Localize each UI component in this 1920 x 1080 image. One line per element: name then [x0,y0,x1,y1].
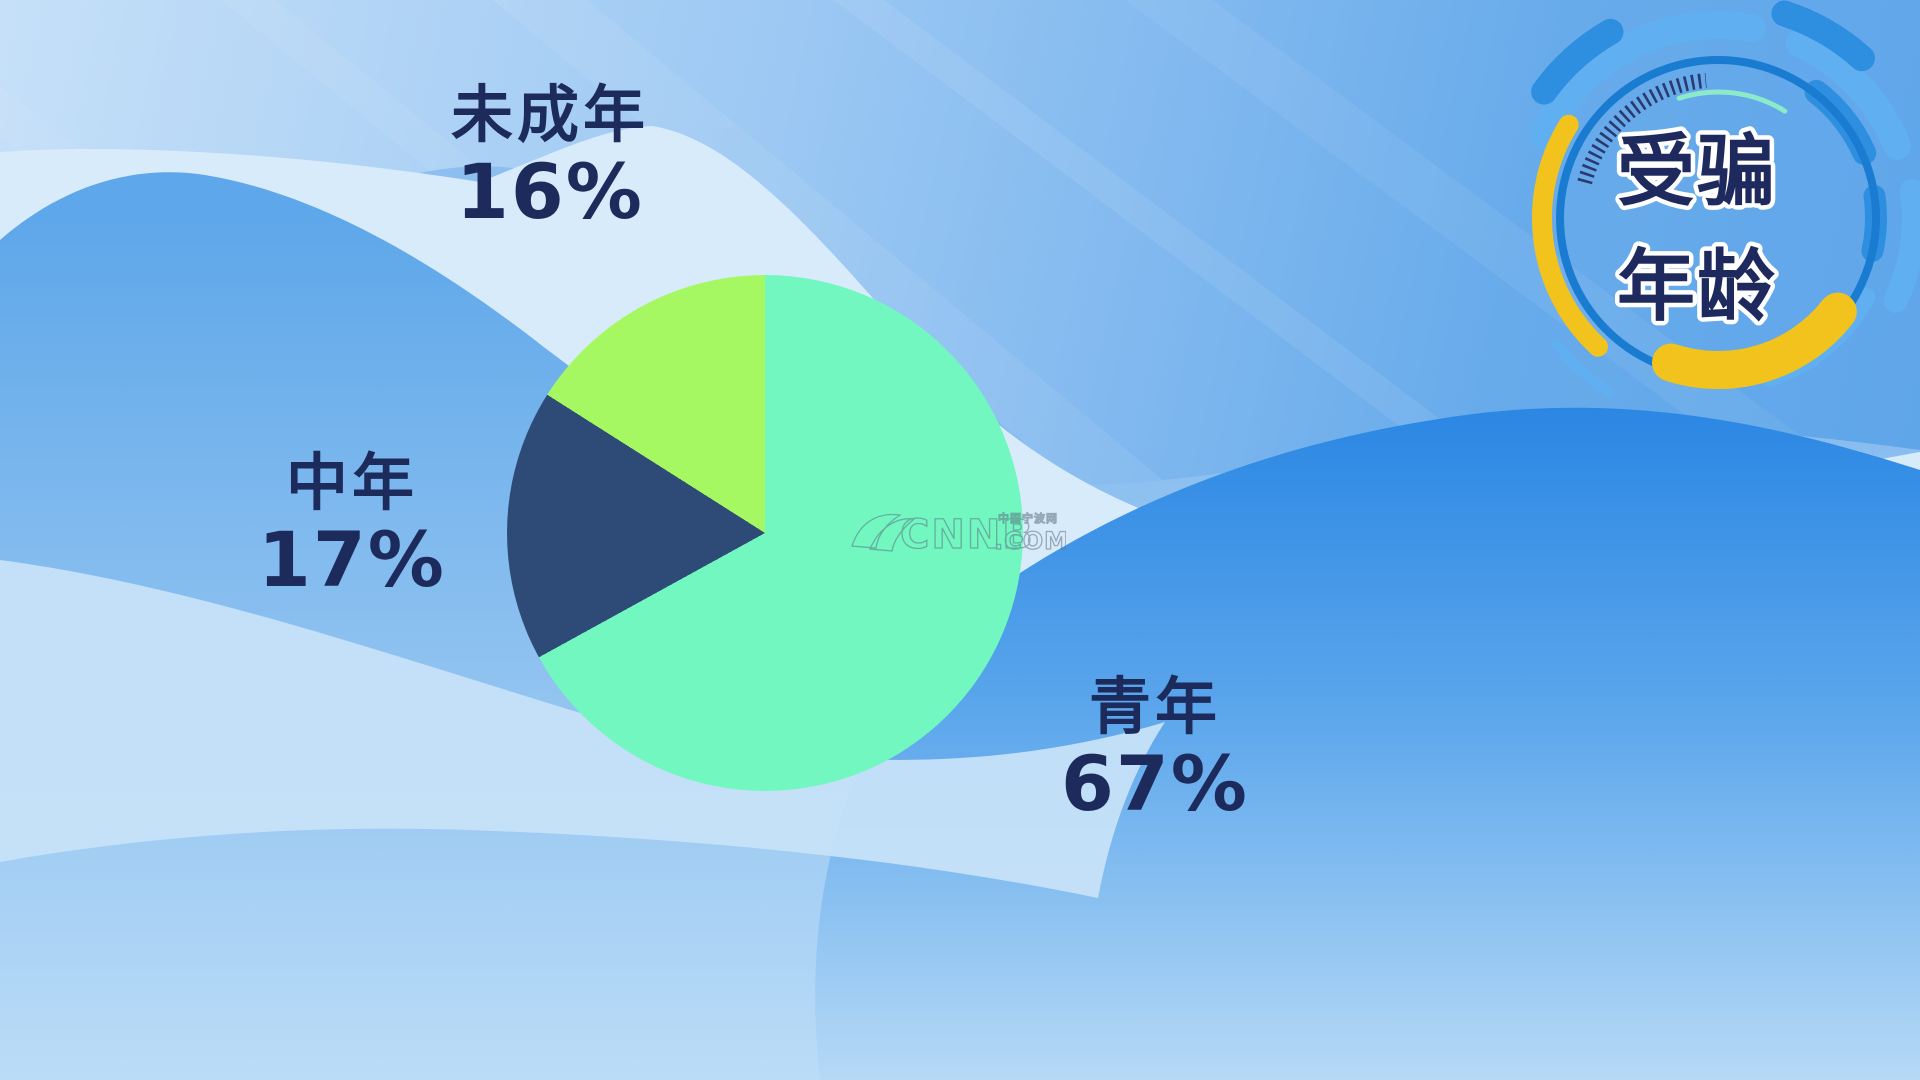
wave-top-diagonal [0,0,1920,486]
wave-bottom-left-band [0,560,1165,898]
watermark-text-suffix: .COM [994,527,1066,555]
badge-tick-marks-icon [1577,73,1707,185]
badge-mint-arc-icon [1676,89,1788,114]
badge-title-line1: 受骗 [1617,127,1777,217]
pie-label-qingnian-percent: 67% [1061,739,1249,828]
watermark-text-main: CNNB [900,512,1035,558]
pie-label-qingnian-name: 青年 [1088,670,1221,743]
watermark: CNNB 中国宁波网 .COM [851,510,1066,559]
pie-chart [507,275,1023,791]
pie-label-zhongnian: 中年 17% [222,448,482,602]
wave-deep-blue-right [815,407,1920,1080]
pie-label-weichengnian-percent: 16% [456,147,644,236]
wave-light-mountain-band [0,126,1920,656]
badge-yellow-arc-icon [1531,114,1857,390]
pie-label-qingnian: 青年 67% [1010,672,1300,826]
title-badge: 受骗 年龄 [1529,0,1920,397]
pie-label-zhongnian-name: 中年 [285,446,418,519]
watermark-leaf-icon [869,518,916,552]
watermark-leaf-icon [851,513,902,549]
pie-label-weichengnian: 未成年 16% [395,80,705,234]
pie-label-zhongnian-percent: 17% [258,515,446,604]
badge-title-line2: 年龄 [1617,242,1777,332]
watermark-text-cn: 中国宁波网 [998,511,1058,525]
pie-label-weichengnian-name: 未成年 [450,78,649,151]
